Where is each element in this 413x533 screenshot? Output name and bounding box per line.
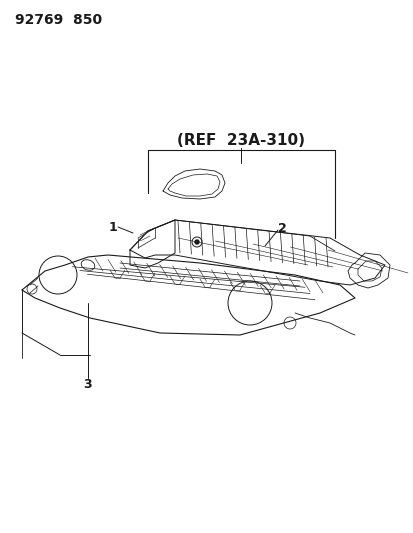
Text: 2: 2 bbox=[277, 222, 286, 235]
Circle shape bbox=[195, 240, 199, 244]
Text: (REF  23A-310): (REF 23A-310) bbox=[177, 133, 304, 148]
Text: 1: 1 bbox=[108, 221, 117, 233]
Text: 3: 3 bbox=[83, 378, 92, 392]
Text: 92769  850: 92769 850 bbox=[15, 13, 102, 27]
